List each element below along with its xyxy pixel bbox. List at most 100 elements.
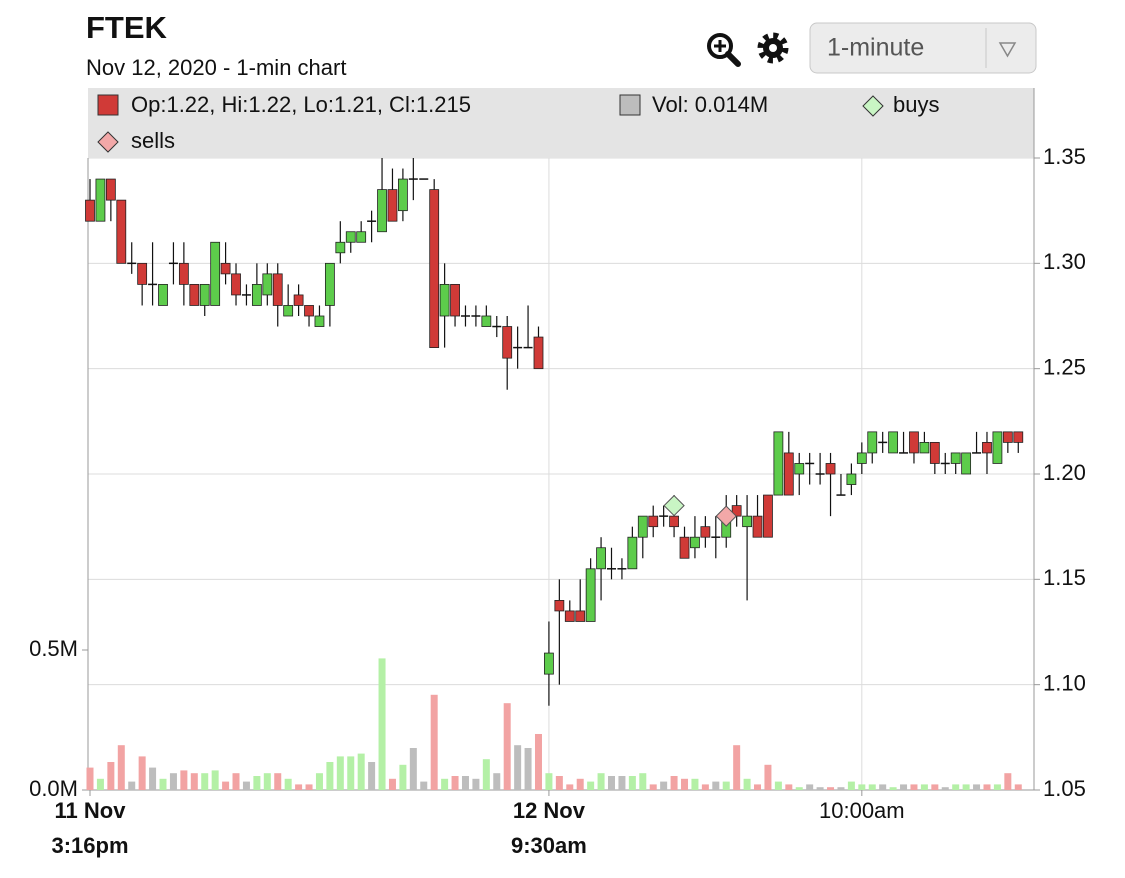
candle-body [1002,431,1013,443]
volume-bar [701,784,709,790]
volume-bar [941,787,949,790]
chart-title: FTEK [86,10,168,45]
candle-body [481,315,492,327]
volume-bar [910,784,918,790]
candle-body [909,431,919,454]
volume-bar [868,784,876,790]
y-tick-label: 1.35 [1043,144,1086,169]
volume-bar [847,781,855,790]
candle-body [533,336,544,370]
volume-bar [722,781,730,790]
candle-body [585,568,596,622]
candle-body [856,452,867,464]
volume-bar [754,784,762,790]
candle-body [544,652,554,675]
volume-bar [900,784,908,790]
volume-bar [795,787,803,790]
volume-bar [180,770,188,790]
volume-bar [837,787,845,790]
x-tick-label: 10:00am [819,798,905,823]
buys-marker [663,494,685,517]
volume-bar [931,784,939,790]
candle-body [314,315,325,327]
candle-body [397,178,408,212]
candle-body [763,494,773,538]
volume-tick-label: 0.5M [29,636,78,661]
volume-bar [211,770,219,790]
candle-body [669,515,679,528]
candle-body [888,431,899,454]
volume-bar [409,747,417,790]
candle-body [867,431,878,454]
legend-sells: sells [131,128,175,153]
volume-bar [430,694,438,790]
volume-bar [169,773,177,790]
volume-bar [827,787,835,790]
volume-bar [96,778,104,790]
volume-bar [347,756,355,790]
volume-bar [555,775,563,790]
candle-body [564,610,575,622]
x-tick-label: 11 Nov [55,798,127,823]
legend-buys-swatch [862,95,884,117]
volume-bar [107,761,115,790]
y-tick-label: 1.20 [1043,460,1086,485]
volume-bar [305,784,313,790]
volume-bar [482,759,490,790]
volume-bar [1014,784,1022,790]
volume-bar [973,784,981,790]
volume-bar [242,781,250,790]
volume-bar [743,778,751,790]
volume-bar [712,781,720,790]
volume-bar [138,756,146,790]
volume-bar [618,775,626,790]
candle-body [95,178,106,222]
legend-ohlc-swatch [97,94,119,116]
volume-bar [295,784,303,790]
candle-body [919,441,930,454]
volume-bar [263,773,271,790]
volume-bar [117,745,125,790]
volume-bar [159,778,167,790]
candle-body [251,283,262,306]
candle-body [85,199,95,222]
candle-body [178,262,189,285]
volume-bar [368,761,376,790]
interval-dropdown[interactable]: 1-minute [809,22,1037,74]
volume-bar [983,784,991,790]
zoom-button[interactable] [707,33,741,67]
candle-body [377,189,387,233]
volume-bar [993,784,1001,790]
volume-bar [514,745,522,790]
volume-bar [222,781,230,790]
volume-bar [889,787,897,790]
candle-body [283,305,294,317]
candle-body [846,473,857,485]
candle-body [992,431,1003,464]
volume-bar [1004,773,1012,790]
settings-button[interactable] [757,32,789,64]
candle-body [189,283,200,306]
volume-bar [566,784,574,790]
candle-body [690,536,700,549]
legend-ohlc: Op:1.22, Hi:1.22, Lo:1.21, Cl:1.215 [131,92,471,117]
candle-body [773,431,784,496]
candle-body [450,283,460,317]
candle-body [387,189,398,222]
candle-body [429,189,440,349]
candle-body [929,441,940,464]
candle-body [345,231,356,243]
volume-bar [493,773,501,790]
volume-bar [576,778,584,790]
candle-body [324,262,335,306]
volume-bar [858,784,866,790]
volume-bar [597,773,605,790]
volume-bar [733,745,741,790]
volume-bar [774,781,782,790]
interval-label: 1-minute [827,34,924,62]
candle-body [231,273,241,296]
x-tick-label: 9:30am [511,833,587,858]
candle-body [502,326,513,359]
volume-bar [190,773,198,790]
